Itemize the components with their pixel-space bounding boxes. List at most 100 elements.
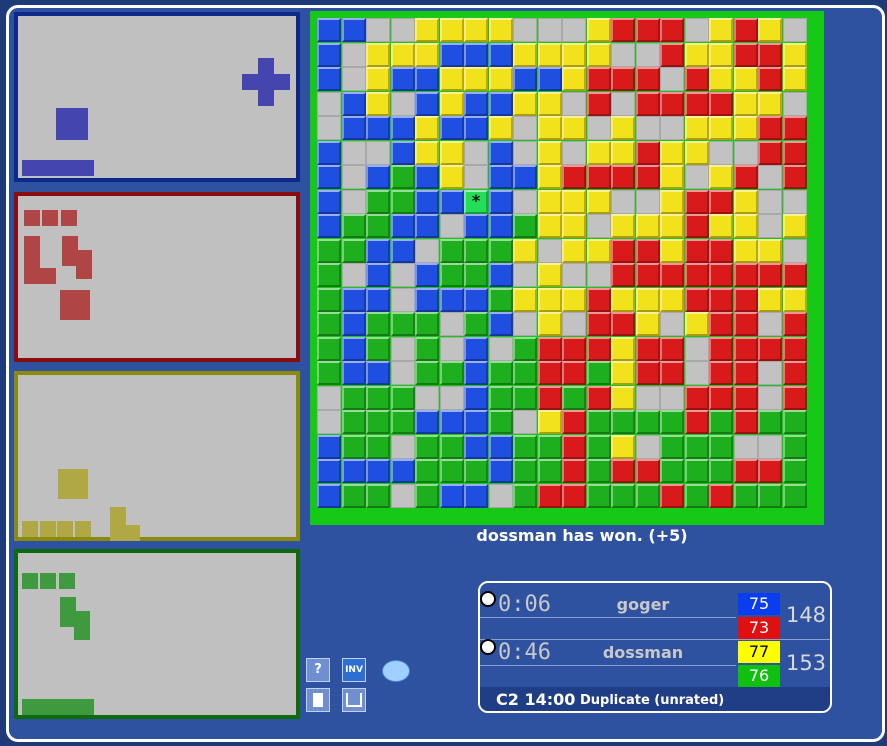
- board-cell-yellow[interactable]: [709, 116, 733, 140]
- board-cell-blue[interactable]: [341, 361, 366, 385]
- board-cell-yellow[interactable]: [709, 165, 733, 189]
- yellow-piece-bar[interactable]: [57, 521, 74, 537]
- board-cell-green[interactable]: [513, 434, 537, 459]
- yellow-piece-bar[interactable]: [74, 521, 91, 537]
- last-move-cell[interactable]: *: [464, 189, 488, 214]
- invite-button[interactable]: INV: [342, 658, 366, 682]
- board-cell-red[interactable]: [758, 140, 782, 165]
- blue-piece-square[interactable]: [56, 108, 72, 124]
- board-cell-green[interactable]: [464, 459, 488, 483]
- board-cell-green[interactable]: [488, 361, 513, 385]
- board-cell-empty[interactable]: [317, 410, 341, 434]
- board-cell-green[interactable]: [439, 459, 464, 483]
- board-cell-yellow[interactable]: [439, 67, 464, 91]
- board-cell-empty[interactable]: [439, 214, 464, 238]
- board-cell-red[interactable]: [635, 336, 660, 361]
- board-cell-green[interactable]: [390, 189, 415, 214]
- board-cell-empty[interactable]: [758, 189, 782, 214]
- board-cell-red[interactable]: [635, 165, 660, 189]
- board-cell-green[interactable]: [782, 459, 807, 483]
- board-cell-yellow[interactable]: [439, 91, 464, 116]
- board-cell-blue[interactable]: [366, 116, 390, 140]
- board-cell-blue[interactable]: [341, 287, 366, 312]
- board-cell-red[interactable]: [537, 385, 562, 410]
- board-cell-empty[interactable]: [341, 189, 366, 214]
- board-cell-red[interactable]: [684, 91, 709, 116]
- board-cell-yellow[interactable]: [537, 42, 562, 67]
- board-cell-yellow[interactable]: [709, 18, 733, 42]
- game-board[interactable]: *: [310, 11, 824, 525]
- board-cell-red[interactable]: [758, 116, 782, 140]
- board-cell-blue[interactable]: [390, 140, 415, 165]
- board-cell-blue[interactable]: [464, 287, 488, 312]
- blue-piece-square[interactable]: [72, 124, 88, 140]
- board-cell-blue[interactable]: [488, 91, 513, 116]
- board-cell-empty[interactable]: [635, 189, 660, 214]
- board-cell-blue[interactable]: [415, 214, 439, 238]
- board-cell-red[interactable]: [611, 459, 635, 483]
- board-cell-empty[interactable]: [635, 42, 660, 67]
- board-cell-empty[interactable]: [390, 18, 415, 42]
- board-cell-green[interactable]: [366, 434, 390, 459]
- board-cell-green[interactable]: [415, 434, 439, 459]
- board-cell-blue[interactable]: [366, 287, 390, 312]
- board-cell-green[interactable]: [684, 459, 709, 483]
- green-piece-bar[interactable]: [40, 573, 57, 589]
- board-view-icon[interactable]: [306, 688, 330, 712]
- board-cell-empty[interactable]: [733, 434, 758, 459]
- board-cell-empty[interactable]: [464, 140, 488, 165]
- board-cell-yellow[interactable]: [513, 287, 537, 312]
- board-cell-green[interactable]: [488, 410, 513, 434]
- board-cell-empty[interactable]: [341, 67, 366, 91]
- board-cell-red[interactable]: [684, 189, 709, 214]
- board-cell-yellow[interactable]: [537, 263, 562, 287]
- board-cell-red[interactable]: [537, 336, 562, 361]
- board-cell-red[interactable]: [635, 18, 660, 42]
- board-cell-green[interactable]: [635, 410, 660, 434]
- board-cell-blue[interactable]: [341, 116, 366, 140]
- board-cell-red[interactable]: [660, 42, 684, 67]
- board-cell-blue[interactable]: [415, 263, 439, 287]
- board-cell-yellow[interactable]: [586, 140, 611, 165]
- board-cell-red[interactable]: [709, 385, 733, 410]
- board-cell-yellow[interactable]: [684, 312, 709, 336]
- help-button[interactable]: ?: [306, 658, 330, 682]
- board-cell-green[interactable]: [488, 287, 513, 312]
- board-cell-yellow[interactable]: [488, 18, 513, 42]
- board-cell-red[interactable]: [562, 483, 586, 508]
- board-cell-green[interactable]: [635, 483, 660, 508]
- board-cell-green[interactable]: [390, 410, 415, 434]
- board-cell-empty[interactable]: [439, 312, 464, 336]
- board-cell-red[interactable]: [758, 67, 782, 91]
- board-cell-empty[interactable]: [317, 91, 341, 116]
- board-cell-empty[interactable]: [317, 385, 341, 410]
- board-cell-yellow[interactable]: [537, 189, 562, 214]
- board-cell-yellow[interactable]: [488, 116, 513, 140]
- leave-table-icon[interactable]: [342, 688, 366, 712]
- board-cell-blue[interactable]: [513, 67, 537, 91]
- board-cell-blue[interactable]: [390, 238, 415, 263]
- board-cell-green[interactable]: [537, 459, 562, 483]
- board-cell-blue[interactable]: [317, 140, 341, 165]
- board-cell-red[interactable]: [635, 459, 660, 483]
- board-cell-green[interactable]: [758, 410, 782, 434]
- board-cell-red[interactable]: [733, 312, 758, 336]
- board-cell-empty[interactable]: [537, 18, 562, 42]
- board-cell-red[interactable]: [562, 165, 586, 189]
- board-cell-yellow[interactable]: [415, 116, 439, 140]
- board-cell-red[interactable]: [733, 385, 758, 410]
- green-piece-bar-long[interactable]: [22, 699, 38, 715]
- board-cell-blue[interactable]: [464, 214, 488, 238]
- board-cell-green[interactable]: [513, 361, 537, 385]
- board-cell-green[interactable]: [513, 483, 537, 508]
- board-cell-yellow[interactable]: [709, 42, 733, 67]
- board-cell-yellow[interactable]: [439, 165, 464, 189]
- yellow-piece-square[interactable]: [71, 482, 88, 499]
- board-cell-red[interactable]: [586, 312, 611, 336]
- board-cell-empty[interactable]: [488, 336, 513, 361]
- board-cell-yellow[interactable]: [488, 67, 513, 91]
- board-cell-empty[interactable]: [733, 140, 758, 165]
- board-cell-empty[interactable]: [464, 165, 488, 189]
- board-cell-empty[interactable]: [415, 385, 439, 410]
- board-cell-empty[interactable]: [611, 91, 635, 116]
